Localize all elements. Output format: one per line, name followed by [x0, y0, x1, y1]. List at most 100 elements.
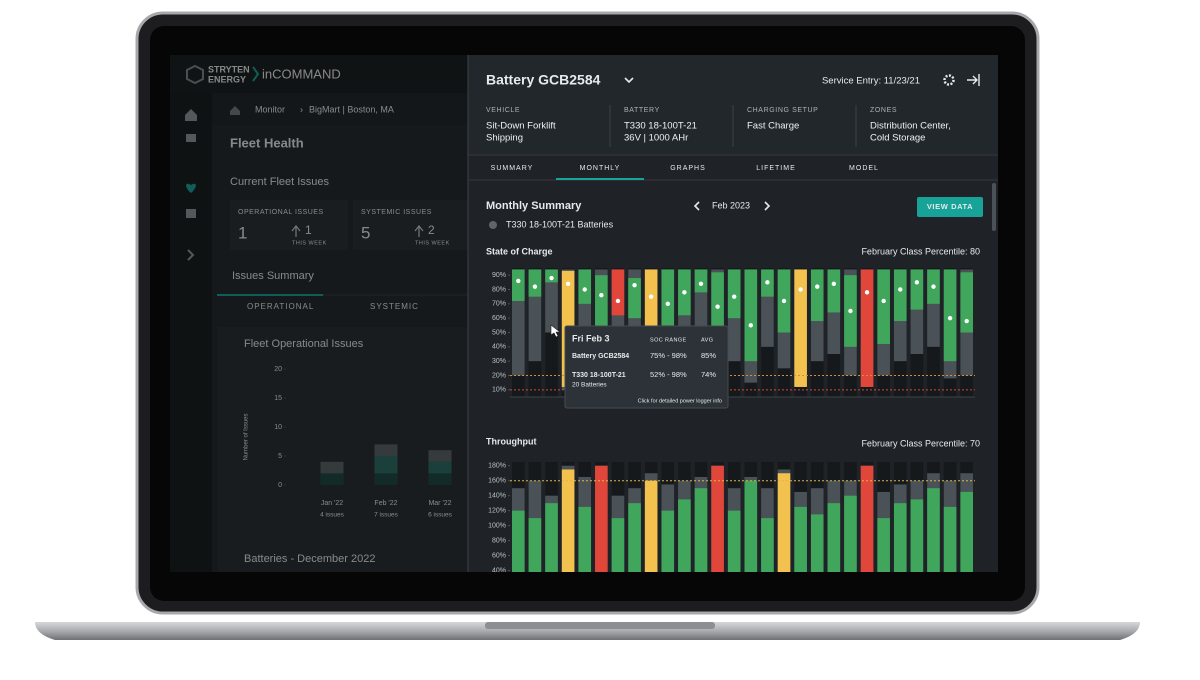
- avg-dot: [532, 284, 538, 289]
- card-label: OPERATIONAL ISSUES: [238, 209, 324, 216]
- y-tick-label: 160%: [488, 478, 506, 485]
- battery-range: [528, 269, 542, 297]
- tab[interactable]: SUMMARY: [491, 165, 534, 172]
- bar: [810, 514, 824, 572]
- bar-segment: [428, 450, 452, 462]
- fleet-icon[interactable]: [186, 134, 196, 142]
- bar: [960, 491, 973, 572]
- tooltip-range: 75% - 98%: [650, 351, 687, 360]
- issue-count: 1: [238, 223, 247, 242]
- avg-dot: [632, 283, 637, 288]
- avg-dot: [599, 293, 604, 298]
- expand-icon[interactable]: [187, 249, 195, 261]
- y-tick-label: 20%: [492, 372, 506, 379]
- card-label: SYSTEMIC ISSUES: [361, 209, 432, 216]
- y-tick-label: 70%: [492, 301, 506, 308]
- avg-dot: [682, 290, 687, 295]
- breadcrumb[interactable]: BigMart | Boston, MA: [309, 104, 394, 114]
- bar: [711, 465, 724, 572]
- battery-range: [644, 269, 658, 340]
- tooltip: Fri Feb 3 SOC RANGE AVG Battery GCB2584 …: [550, 324, 729, 409]
- y-tick-label: 90%: [492, 272, 506, 279]
- logo-top: STRYTEN: [208, 64, 250, 74]
- avg-dot: [815, 284, 820, 289]
- info-value: 36V | 1000 AHr: [624, 133, 688, 144]
- close-panel-icon[interactable]: [967, 74, 980, 86]
- tooltip-bg: [564, 325, 729, 409]
- info-value: Distribution Center,: [870, 121, 951, 132]
- bar: [844, 495, 857, 572]
- battery-dropdown[interactable]: [624, 77, 634, 84]
- section-title: Issues Summary: [232, 270, 314, 282]
- tab[interactable]: MODEL: [849, 165, 879, 172]
- avg-dot: [831, 281, 837, 286]
- tab[interactable]: LIFETIME: [756, 165, 796, 172]
- battery-range: [893, 269, 907, 322]
- battery-range: [877, 269, 890, 344]
- bar-segment: [374, 444, 398, 456]
- page-title: Fleet Health: [230, 135, 304, 150]
- next-month[interactable]: [764, 201, 771, 211]
- avg-dot: [864, 290, 870, 295]
- service-entry: Service Entry: 11/23/21: [822, 76, 920, 87]
- tooltip-row-name: T330 18-100T-21: [572, 372, 626, 379]
- tab[interactable]: SYSTEMIC: [370, 302, 419, 311]
- section-title: Monthly Summary: [486, 200, 582, 212]
- y-axis-label: Number of Issues: [244, 413, 250, 460]
- bar: [943, 506, 957, 572]
- bar: [761, 518, 774, 572]
- avg-dot: [914, 280, 920, 285]
- breadcrumb[interactable]: Monitor: [255, 104, 285, 114]
- issues-icon[interactable]: [186, 209, 196, 218]
- y-tick-label: 20: [274, 366, 282, 373]
- tab[interactable]: OPERATIONAL: [247, 302, 314, 311]
- scrollbar[interactable]: [992, 183, 996, 231]
- y-tick-label: 180%: [488, 463, 506, 470]
- home-icon[interactable]: [185, 109, 197, 121]
- avg-dot: [964, 318, 969, 324]
- bar-segment: [374, 473, 398, 485]
- top-bar: [170, 55, 468, 93]
- battery-range: [611, 269, 625, 316]
- battery-range: [910, 269, 924, 310]
- y-tick-label: 80%: [492, 537, 506, 544]
- tab[interactable]: MONTHLY: [580, 165, 621, 172]
- battery-range: [744, 269, 758, 362]
- logo-icon: [186, 64, 204, 85]
- product-name: inCOMMAND: [262, 66, 341, 81]
- dim-overlay: [170, 55, 468, 572]
- battery-detail-panel: Battery GCB2584 Service Entry: 11/23/21 …: [467, 55, 998, 572]
- legend-swatch: [489, 221, 497, 229]
- info-label: VEHICLE: [486, 107, 520, 114]
- tab[interactable]: GRAPHS: [670, 165, 706, 172]
- health-icon[interactable]: [186, 183, 196, 193]
- bar: [512, 510, 525, 572]
- button-label[interactable]: VIEW DATA: [927, 202, 973, 211]
- avg-dot: [781, 298, 787, 304]
- bar-segment: [428, 473, 452, 485]
- bar-segment: [320, 473, 344, 485]
- prev-month[interactable]: [693, 201, 700, 211]
- breadcrumb-bar: [212, 93, 468, 125]
- breadcrumb-home[interactable]: [230, 106, 240, 115]
- avg-dot: [898, 287, 903, 292]
- cursor: [550, 324, 561, 338]
- info-label: ZONES: [870, 107, 897, 114]
- y-tick-label: 80%: [492, 286, 506, 293]
- x-tick-label: Mar '22: [428, 500, 451, 507]
- tooltip-avg: 85%: [701, 351, 716, 360]
- y-tick-label: 15: [274, 395, 282, 402]
- bar: [678, 499, 691, 572]
- avg-dot: [947, 315, 953, 321]
- bar: [595, 465, 608, 572]
- avg-dot: [615, 298, 621, 304]
- settings-icon[interactable]: [943, 74, 955, 86]
- chart-title: Fleet Operational Issues: [244, 338, 364, 350]
- bar: [545, 503, 558, 572]
- y-tick-label: 10: [274, 424, 282, 431]
- battery-range: [943, 269, 957, 362]
- y-tick-label: 5: [278, 453, 282, 460]
- view-data-button[interactable]: [917, 197, 983, 217]
- info-value: Shipping: [486, 133, 523, 144]
